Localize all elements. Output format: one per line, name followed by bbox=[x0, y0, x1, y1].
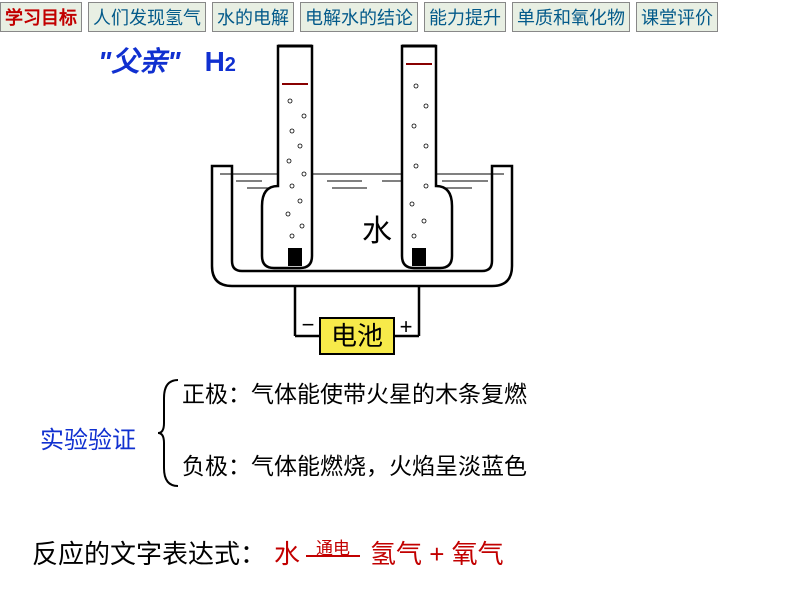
bracket-icon bbox=[158, 378, 180, 488]
minus-sign: − bbox=[302, 312, 315, 337]
negative-line: 负极：气体能燃烧，火焰呈淡蓝色 bbox=[182, 450, 527, 482]
equation-label: 反应的文字表达式： bbox=[32, 534, 266, 571]
equation-row: 反应的文字表达式： 水 通电 氢气 + 氧气 bbox=[32, 534, 504, 571]
equation-left: 水 bbox=[274, 534, 300, 571]
arrow-icon: 通电 bbox=[306, 540, 360, 557]
tab-electrolysis[interactable]: 水的电解 bbox=[212, 2, 294, 32]
electrolysis-diagram: 水 bbox=[192, 36, 572, 366]
tab-conclusion[interactable]: 电解水的结论 bbox=[300, 2, 418, 32]
tab-objective[interactable]: 学习目标 bbox=[0, 2, 82, 32]
tab-ability[interactable]: 能力提升 bbox=[424, 2, 506, 32]
verify-lines: 正极：气体能使带火星的木条复燃 负极：气体能燃烧，火焰呈淡蓝色 bbox=[182, 378, 527, 482]
battery-label: 电池 bbox=[331, 322, 383, 351]
plus-sign: + bbox=[400, 314, 413, 339]
equation-right: 氢气 + 氧气 bbox=[370, 534, 504, 571]
positive-line: 正极：气体能使带火星的木条复燃 bbox=[182, 378, 527, 410]
tab-discover-h2[interactable]: 人们发现氢气 bbox=[88, 2, 206, 32]
tab-oxide[interactable]: 单质和氧化物 bbox=[512, 2, 630, 32]
verify-label: 实验验证 bbox=[40, 420, 136, 455]
tab-evaluation[interactable]: 课堂评价 bbox=[636, 2, 718, 32]
water-label: 水 bbox=[362, 215, 392, 248]
nav-tabs: 学习目标 人们发现氢气 水的电解 电解水的结论 能力提升 单质和氧化物 课堂评价 bbox=[0, 0, 794, 32]
father-label: "父亲" bbox=[98, 40, 181, 80]
